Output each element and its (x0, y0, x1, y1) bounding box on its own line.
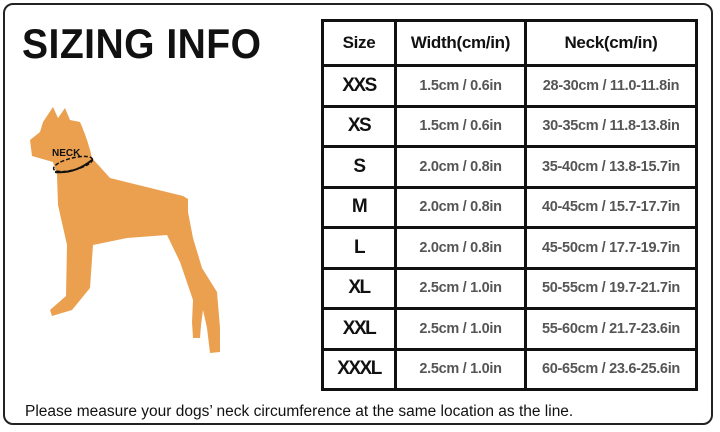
size-table: Size Width(cm/in) Neck(cm/in) XXS 1.5cm /… (321, 19, 698, 391)
neck-cell: 35-40cm / 13.8-15.7in (527, 148, 695, 186)
width-cell: 2.5cm / 1.0in (397, 269, 524, 307)
width-cell: 2.0cm / 0.8in (397, 229, 524, 267)
neck-cell: 40-45cm / 15.7-17.7in (527, 188, 695, 226)
header-size: Size (324, 22, 394, 64)
size-cell: M (324, 188, 394, 226)
width-cell: 1.5cm / 0.6in (397, 107, 524, 145)
size-cell: L (324, 229, 394, 267)
size-cell: XL (324, 269, 394, 307)
neck-cell: 55-60cm / 21.7-23.6in (527, 310, 695, 348)
size-cell: XXS (324, 67, 394, 105)
width-cell: 2.0cm / 0.8in (397, 148, 524, 186)
neck-collar-front (54, 159, 93, 174)
size-cell: S (324, 148, 394, 186)
border-frame (3, 3, 713, 425)
size-cell: XXXL (324, 350, 394, 388)
neck-cell: 60-65cm / 23.6-25.6in (527, 350, 695, 388)
neck-cell: 30-35cm / 11.8-13.8in (527, 107, 695, 145)
page-title: SIZING INFO (22, 20, 262, 67)
neck-label: NECK (52, 148, 81, 159)
neck-cell: 28-30cm / 11.0-11.8in (527, 67, 695, 105)
size-cell: XS (324, 107, 394, 145)
width-cell: 2.5cm / 1.0in (397, 310, 524, 348)
header-neck: Neck(cm/in) (527, 22, 695, 64)
width-cell: 2.0cm / 0.8in (397, 188, 524, 226)
width-cell: 2.5cm / 1.0in (397, 350, 524, 388)
neck-cell: 45-50cm / 17.7-19.7in (527, 229, 695, 267)
header-width: Width(cm/in) (397, 22, 524, 64)
measure-instruction: Please measure your dogs’ neck circumfer… (25, 403, 574, 420)
dog-silhouette (30, 107, 220, 353)
size-cell: XXL (324, 310, 394, 348)
neck-cell: 50-55cm / 19.7-21.7in (527, 269, 695, 307)
width-cell: 1.5cm / 0.6in (397, 67, 524, 105)
